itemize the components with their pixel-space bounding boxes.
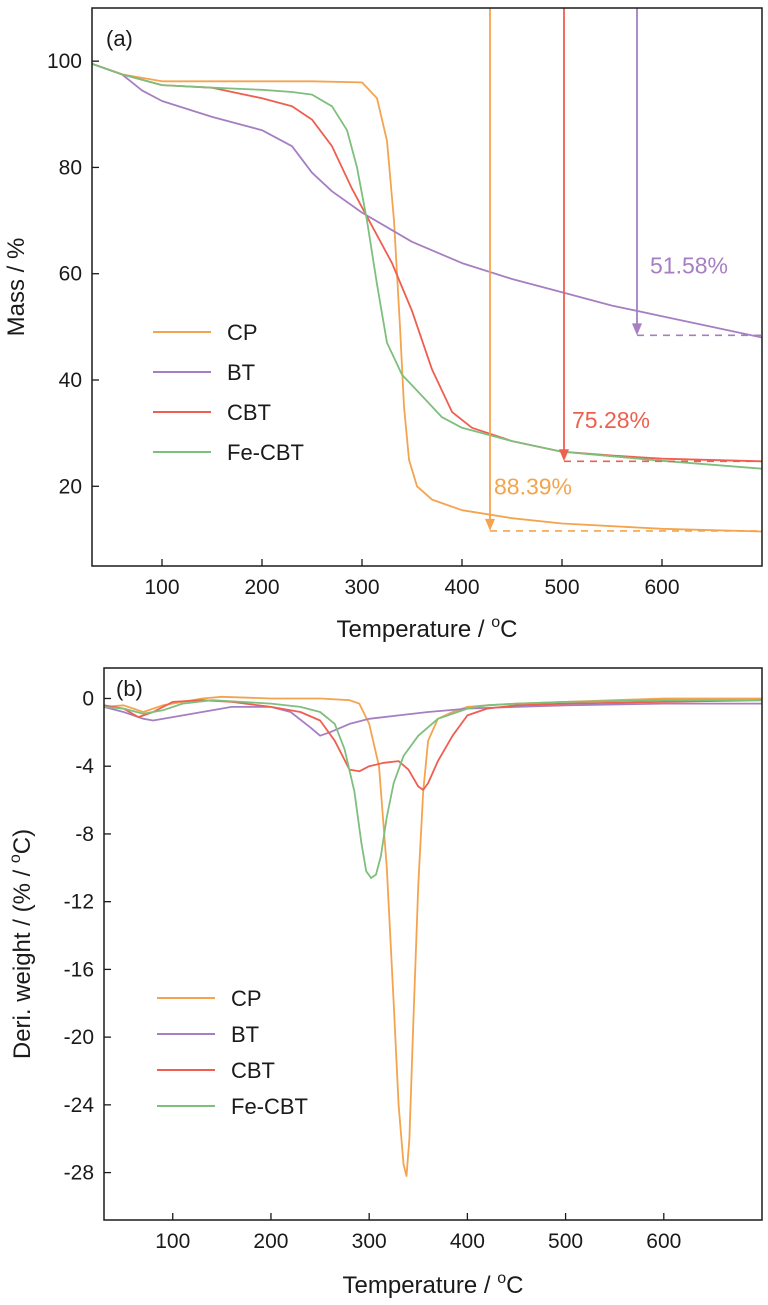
panel-b-series-cp bbox=[104, 695, 762, 1177]
panel-a-x-tick-label: 500 bbox=[544, 576, 579, 599]
panel-a-y-tick-label: 20 bbox=[59, 475, 82, 498]
panel-a-label: (a) bbox=[106, 26, 133, 51]
annotation-88-39-label: 88.39% bbox=[494, 473, 572, 499]
panel-b-y-tick-label: -28 bbox=[64, 1162, 94, 1185]
panel-b-y-tick-label: -4 bbox=[75, 755, 94, 778]
annotation-51-58-label: 51.58% bbox=[650, 253, 728, 279]
panel-a-x-tick-label: 400 bbox=[444, 576, 479, 599]
panel-b-y-tick-label: -8 bbox=[75, 823, 94, 846]
panel-b-x-tick-label: 500 bbox=[548, 1230, 583, 1253]
panel-b-y-axis-title: Deri. weight / (% / oC) bbox=[7, 829, 36, 1059]
panel-b-derivative-chart: 100 200 300 400 500 600 0 -4 -8 -12 -16 -20 -24 -28 (… bbox=[7, 667, 763, 1299]
panel-a-y-tick-label: 40 bbox=[59, 369, 82, 392]
panel-a-x-tick-label: 100 bbox=[144, 576, 179, 599]
panel-b-y-tick-label: -16 bbox=[64, 958, 94, 981]
panel-b-label: (b) bbox=[116, 676, 143, 701]
panel-a-y-tick-label: 80 bbox=[59, 156, 82, 179]
panel-b-x-tick-label: 100 bbox=[155, 1230, 190, 1253]
panel-a-annotations: 88.39% 75.28% 51.58% bbox=[485, 8, 762, 532]
panel-a-x-axis-title: Temperature / oC bbox=[337, 614, 518, 643]
panel-a-legend-label-cbt: CBT bbox=[227, 400, 271, 425]
panel-a-legend-label-bt: BT bbox=[227, 360, 255, 385]
panel-a-x-tick-label: 200 bbox=[244, 576, 279, 599]
panel-b-legend-label-cbt: CBT bbox=[231, 1058, 275, 1083]
panel-b-y-tick-label: 0 bbox=[82, 687, 94, 710]
panel-b-legend-label-cp: CP bbox=[231, 986, 262, 1011]
panel-a-frame bbox=[91, 7, 763, 567]
annotation-51-58-arrow-head bbox=[632, 323, 642, 336]
panel-b-x-tick-label: 600 bbox=[646, 1230, 681, 1253]
panel-b-frame bbox=[103, 667, 763, 1221]
panel-b-y-tick-label: -20 bbox=[64, 1026, 94, 1049]
panel-b-legend: CP BT CBT Fe-CBT bbox=[157, 986, 308, 1119]
annotation-88-39-arrow-head bbox=[485, 518, 495, 531]
panel-a-y-tick-label: 60 bbox=[59, 263, 82, 286]
panel-b-x-tick-label: 300 bbox=[352, 1230, 387, 1253]
panel-b-series-cbt bbox=[104, 699, 762, 791]
panel-a-mass-chart: 88.39% 75.28% 51.58% 100 200 300 400 500 600 20 4… bbox=[3, 7, 763, 643]
annotation-75-28-label: 75.28% bbox=[572, 407, 650, 433]
panel-b-y-tick-label: -12 bbox=[64, 891, 94, 914]
panel-a-legend-label-cp: CP bbox=[227, 320, 258, 345]
panel-b-series-fe-cbt bbox=[104, 699, 762, 879]
panel-a-x-tick-label: 600 bbox=[644, 576, 679, 599]
panel-a-series-fe-cbt bbox=[92, 62, 762, 470]
annotation-75-28-arrow-head bbox=[559, 449, 569, 462]
panel-a-legend: CP BT CBT Fe-CBT bbox=[153, 320, 304, 465]
panel-b-plot-lines bbox=[104, 695, 762, 1177]
panel-b-y-tick-label: -24 bbox=[64, 1094, 95, 1117]
panel-a-legend-label-fe-cbt: Fe-CBT bbox=[227, 440, 304, 465]
panel-b-x-axis-title: Temperature / oC bbox=[343, 1270, 524, 1299]
panel-b-legend-label-fe-cbt: Fe-CBT bbox=[231, 1094, 308, 1119]
panel-b-ticks: 100 200 300 400 500 600 0 -4 -8 -12 -16 -20 -24 -28 bbox=[64, 687, 682, 1253]
panel-b-x-tick-label: 400 bbox=[450, 1230, 485, 1253]
panel-b-legend-label-bt: BT bbox=[231, 1022, 259, 1047]
panel-a-y-axis-title: Mass / % bbox=[3, 238, 30, 337]
panel-a-y-tick-label: 100 bbox=[47, 50, 82, 73]
panel-b-x-tick-label: 200 bbox=[253, 1230, 288, 1253]
panel-a-ticks: 100 200 300 400 500 600 20 40 60 80 100 bbox=[47, 50, 680, 599]
panel-a-x-tick-label: 300 bbox=[344, 576, 379, 599]
panel-a-series-bt bbox=[92, 62, 762, 339]
panel-a-plot-lines bbox=[92, 62, 762, 533]
